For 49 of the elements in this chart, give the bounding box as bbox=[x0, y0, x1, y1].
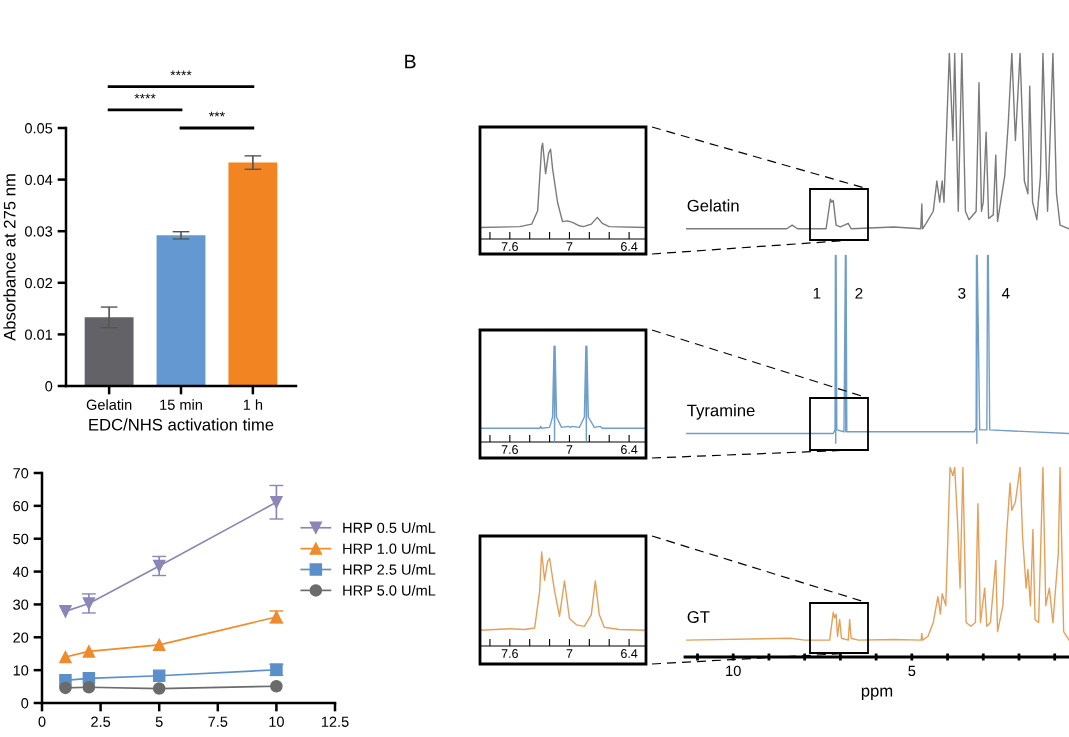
y-tick-label: 70 bbox=[13, 468, 29, 479]
legend-label: HRP 5.0 U/mL bbox=[343, 584, 436, 596]
legend-label: HRP 0.5 U/mL bbox=[343, 522, 436, 533]
y-tick-label: 30 bbox=[13, 599, 29, 610]
legend-label: HRP 2.5 U/mL bbox=[343, 564, 436, 575]
text: **** bbox=[170, 70, 192, 76]
x-tick-label: 7.6 bbox=[501, 445, 518, 454]
x-tick-label: 15 min bbox=[160, 399, 202, 410]
y-tick-label: 0.02 bbox=[24, 277, 53, 289]
y-tick-label: 60 bbox=[13, 500, 29, 512]
x-tick-label: 5 bbox=[908, 665, 916, 677]
chart-title: B bbox=[405, 54, 416, 69]
x-tick-label: 7.6 bbox=[501, 242, 518, 251]
y-axis-title: Absorbance at 275 nm bbox=[3, 174, 16, 341]
y-tick-label: 20 bbox=[13, 632, 29, 643]
x-tick-label: 10 bbox=[269, 716, 284, 727]
series-label: Gelatin bbox=[687, 199, 739, 212]
annotation: 2 bbox=[855, 287, 863, 299]
y-tick-label: 0.01 bbox=[24, 329, 53, 340]
x-tick-label: 7 bbox=[566, 242, 573, 251]
y-tick-label: 0 bbox=[45, 381, 53, 392]
legend-label: HRP 1.0 U/mL bbox=[343, 543, 436, 554]
series-label: GT bbox=[687, 611, 710, 623]
x-tick-label: 6.4 bbox=[621, 242, 638, 251]
annotation: 3 bbox=[958, 287, 966, 299]
series-label: Tyramine bbox=[687, 404, 755, 420]
x-tick-label: 7 bbox=[566, 649, 573, 658]
x-tick-label: 6.4 bbox=[621, 649, 638, 658]
x-tick-label: 2.5 bbox=[91, 716, 111, 727]
x-tick-label: 7.5 bbox=[208, 716, 228, 727]
y-tick-label: 0.03 bbox=[24, 226, 53, 237]
x-tick-label: 12.5 bbox=[321, 716, 349, 727]
x-axis-title: EDC/NHS activation time bbox=[89, 418, 274, 431]
text: **** bbox=[134, 93, 156, 99]
x-tick-label: 6.4 bbox=[621, 445, 638, 454]
y-tick-label: 0.05 bbox=[24, 123, 53, 134]
y-tick-label: 50 bbox=[13, 533, 29, 545]
annotation: 1 bbox=[813, 288, 821, 299]
annotation: 4 bbox=[1001, 288, 1010, 299]
x-tick-label: 5 bbox=[155, 716, 163, 727]
x-tick-label: 1 h bbox=[243, 399, 263, 410]
y-tick-label: 0 bbox=[21, 698, 29, 709]
x-axis-title: ppm bbox=[861, 687, 893, 701]
x-tick-label: 7.6 bbox=[501, 649, 518, 658]
y-tick-label: 0.04 bbox=[24, 174, 53, 186]
text: *** bbox=[209, 111, 225, 117]
x-tick-label: Gelatin bbox=[86, 399, 132, 410]
y-tick-label: 40 bbox=[12, 566, 29, 577]
x-tick-label: 7 bbox=[566, 445, 573, 454]
